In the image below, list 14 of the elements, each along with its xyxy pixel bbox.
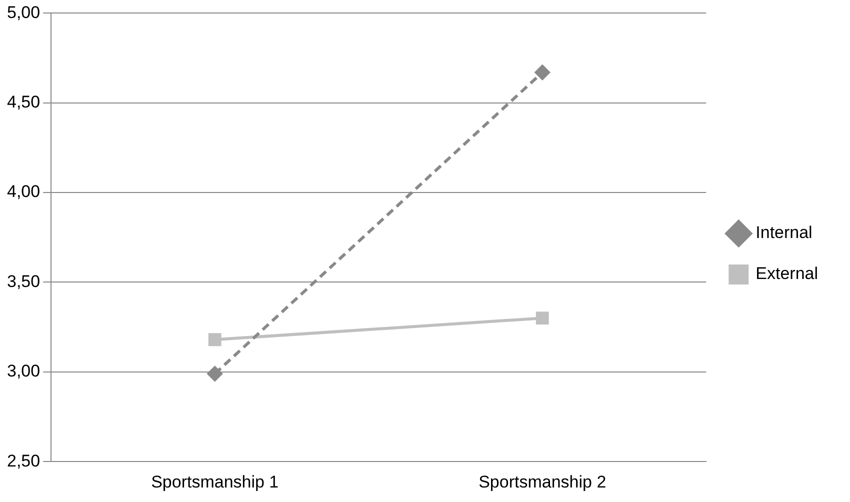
point: [208, 333, 222, 346]
y-tick-label: 4,50: [6, 92, 40, 112]
point: [536, 312, 549, 325]
y-tick-label: 2,50: [6, 451, 40, 470]
x-tick-label: Sportsmanship 1: [151, 472, 279, 492]
point: [534, 64, 550, 80]
legend-label: External: [756, 264, 818, 284]
x-tick-label: Sportsmanship 2: [478, 472, 606, 492]
y-tick-label: 3,00: [6, 362, 40, 381]
legend-label: Internal: [756, 223, 812, 242]
y-tick-label: 3,50: [6, 272, 40, 291]
point: [207, 366, 222, 382]
y-tick-label: 5,00: [6, 2, 40, 22]
y-tick-label: 4,00: [6, 182, 40, 202]
